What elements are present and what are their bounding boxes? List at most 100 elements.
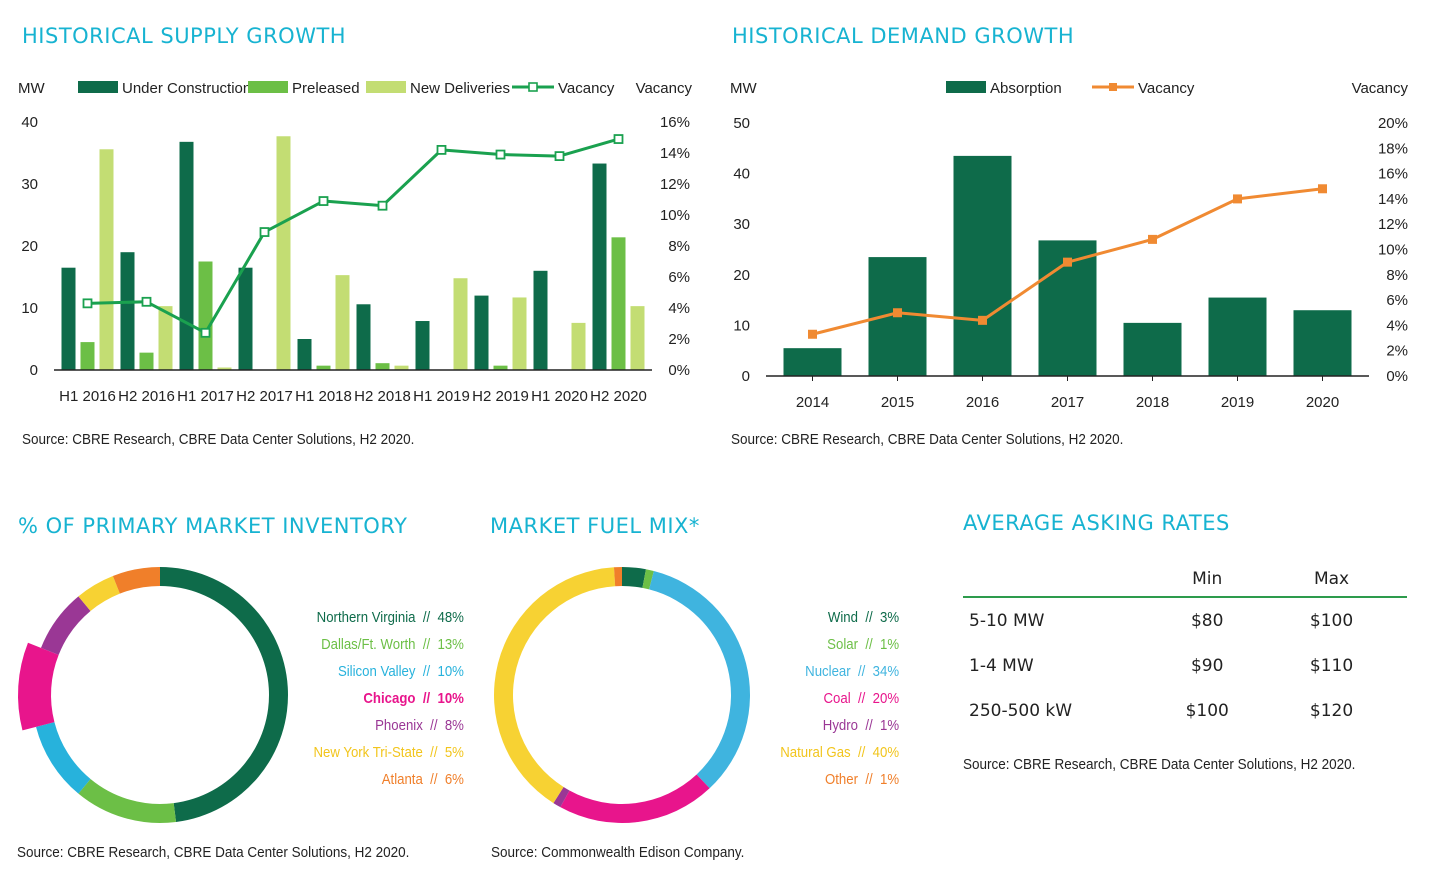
legend-label: Phoenix bbox=[375, 717, 423, 734]
demand-source: Source: CBRE Research, CBRE Data Center … bbox=[731, 431, 1124, 448]
slice-wind bbox=[622, 567, 646, 588]
legend-line-marker bbox=[528, 82, 538, 92]
legend-label: Natural Gas bbox=[780, 744, 851, 761]
legend-label: Solar bbox=[827, 636, 858, 653]
legend-item: Natural Gas // 40% bbox=[780, 739, 899, 766]
y2-tick-label: 12% bbox=[1378, 216, 1408, 233]
bar-under-construction bbox=[415, 321, 430, 370]
bar-preleased bbox=[80, 342, 95, 370]
bar-new-deliveries bbox=[453, 278, 468, 370]
x-tick-label: H1 2019 bbox=[413, 388, 470, 405]
slice-coal bbox=[560, 774, 710, 823]
y2-tick-label: 18% bbox=[1378, 140, 1408, 157]
slice-chicago bbox=[17, 642, 59, 731]
rate-max: $100 bbox=[1309, 610, 1354, 631]
legend-percent: 20% bbox=[872, 690, 899, 707]
legend-percent: 48% bbox=[437, 609, 464, 626]
legend-label: Chicago bbox=[363, 690, 416, 707]
y2-tick-label: 6% bbox=[668, 269, 690, 286]
inventory-legend: Northern Virginia // 48% Dallas/Ft. Worth… bbox=[293, 604, 464, 793]
y2-tick-label: 2% bbox=[668, 331, 690, 348]
legend-item: Hydro // 1% bbox=[780, 712, 899, 739]
bar-new-deliveries bbox=[335, 275, 350, 370]
legend-separator: // bbox=[857, 636, 880, 653]
y2-tick-label: 16% bbox=[1378, 166, 1408, 183]
bar-under-construction bbox=[356, 304, 371, 370]
rates-header-min: Min bbox=[1192, 569, 1223, 589]
y-axis-label: MW bbox=[18, 80, 45, 97]
legend-separator: // bbox=[422, 744, 445, 761]
y2-tick-label: 10% bbox=[660, 207, 690, 224]
legend-swatch bbox=[78, 81, 118, 93]
slice-natural-gas bbox=[494, 567, 616, 804]
slice-nuclear bbox=[649, 571, 750, 789]
legend-item: Chicago // 10% bbox=[314, 685, 464, 712]
y2-tick-label: 20% bbox=[1378, 115, 1408, 132]
y-tick-label: 10 bbox=[733, 317, 750, 334]
bar-preleased bbox=[375, 363, 390, 370]
y2-tick-label: 12% bbox=[660, 176, 690, 193]
x-tick-label: 2016 bbox=[966, 394, 999, 411]
x-tick-label: 2015 bbox=[881, 394, 914, 411]
vacancy-point bbox=[82, 298, 93, 309]
vacancy-point bbox=[808, 329, 817, 339]
legend-item: Northern Virginia // 48% bbox=[314, 604, 464, 631]
bar-new-deliveries bbox=[394, 365, 409, 370]
bar-new-deliveries bbox=[158, 306, 173, 370]
rates-header-label bbox=[963, 562, 1158, 597]
rate-size: 1-4 MW bbox=[969, 655, 1034, 676]
y-tick-label: 40 bbox=[21, 114, 38, 131]
vacancy-point bbox=[893, 308, 902, 318]
legend-item: Coal // 20% bbox=[780, 685, 899, 712]
legend-percent: 40% bbox=[872, 744, 899, 761]
bar-under-construction bbox=[120, 252, 135, 370]
bar-new-deliveries bbox=[571, 322, 586, 370]
bar-under-construction bbox=[474, 295, 489, 370]
y2-tick-label: 2% bbox=[1386, 343, 1408, 360]
bar-under-construction bbox=[179, 141, 194, 370]
legend-label: Hydro bbox=[822, 717, 858, 734]
legend-item: New York Tri-State // 5% bbox=[314, 739, 464, 766]
y-tick-label: 20 bbox=[21, 238, 38, 255]
rate-min: $100 bbox=[1185, 700, 1229, 721]
inventory-donut bbox=[17, 567, 289, 823]
y2-tick-label: 8% bbox=[668, 238, 690, 255]
demand-chart: MW Vacancy Absorption Vacancy 0 10 20 30 40 50 0% 2… bbox=[730, 80, 1409, 411]
bar-under-construction bbox=[297, 339, 312, 370]
bar-absorption bbox=[783, 348, 842, 376]
fuel-legend: Wind // 3% Solar // 1% Nuclear // 34% Coal … bbox=[764, 604, 899, 793]
supply-chart-title: HISTORICAL SUPPLY GROWTH bbox=[22, 24, 347, 48]
inventory-chart-title: % OF PRIMARY MARKET INVENTORY bbox=[18, 514, 408, 538]
legend-percent: 5% bbox=[444, 744, 464, 761]
vacancy-point bbox=[436, 145, 447, 155]
y-tick-label: 0 bbox=[30, 362, 38, 379]
legend-percent: 1% bbox=[879, 771, 899, 788]
rates-source: Source: CBRE Research, CBRE Data Center … bbox=[963, 756, 1356, 773]
vacancy-point bbox=[259, 227, 270, 237]
legend-separator: // bbox=[415, 690, 438, 707]
y2-tick-label: 0% bbox=[1386, 368, 1408, 385]
y2-axis-label: Vacancy bbox=[1352, 80, 1409, 97]
x-tick-label: H1 2017 bbox=[177, 388, 234, 405]
slice-northern-virginia bbox=[160, 567, 289, 822]
fuel-donut bbox=[494, 567, 750, 823]
x-tick-label: H1 2018 bbox=[295, 388, 352, 405]
legend-item: Atlanta // 6% bbox=[314, 766, 464, 793]
bar-under-construction bbox=[533, 270, 548, 370]
bar-preleased bbox=[611, 237, 626, 370]
legend-separator: // bbox=[857, 771, 880, 788]
slice-hydro bbox=[553, 787, 570, 808]
legend-label: Other bbox=[824, 771, 858, 788]
legend-separator: // bbox=[850, 690, 873, 707]
y2-tick-label: 6% bbox=[1386, 292, 1408, 309]
x-tick-label: 2014 bbox=[796, 394, 829, 411]
legend-percent: 6% bbox=[444, 771, 464, 788]
slice-new-york-tri-state bbox=[78, 575, 120, 612]
vacancy-point bbox=[1233, 194, 1242, 204]
table-row: 5-10 MW $80 $100 bbox=[963, 597, 1407, 643]
legend-item: Dallas/Ft. Worth // 13% bbox=[314, 631, 464, 658]
legend-percent: 34% bbox=[872, 663, 899, 680]
rate-size: 5-10 MW bbox=[969, 610, 1045, 631]
legend-separator: // bbox=[415, 636, 438, 653]
y2-tick-label: 14% bbox=[660, 145, 690, 162]
